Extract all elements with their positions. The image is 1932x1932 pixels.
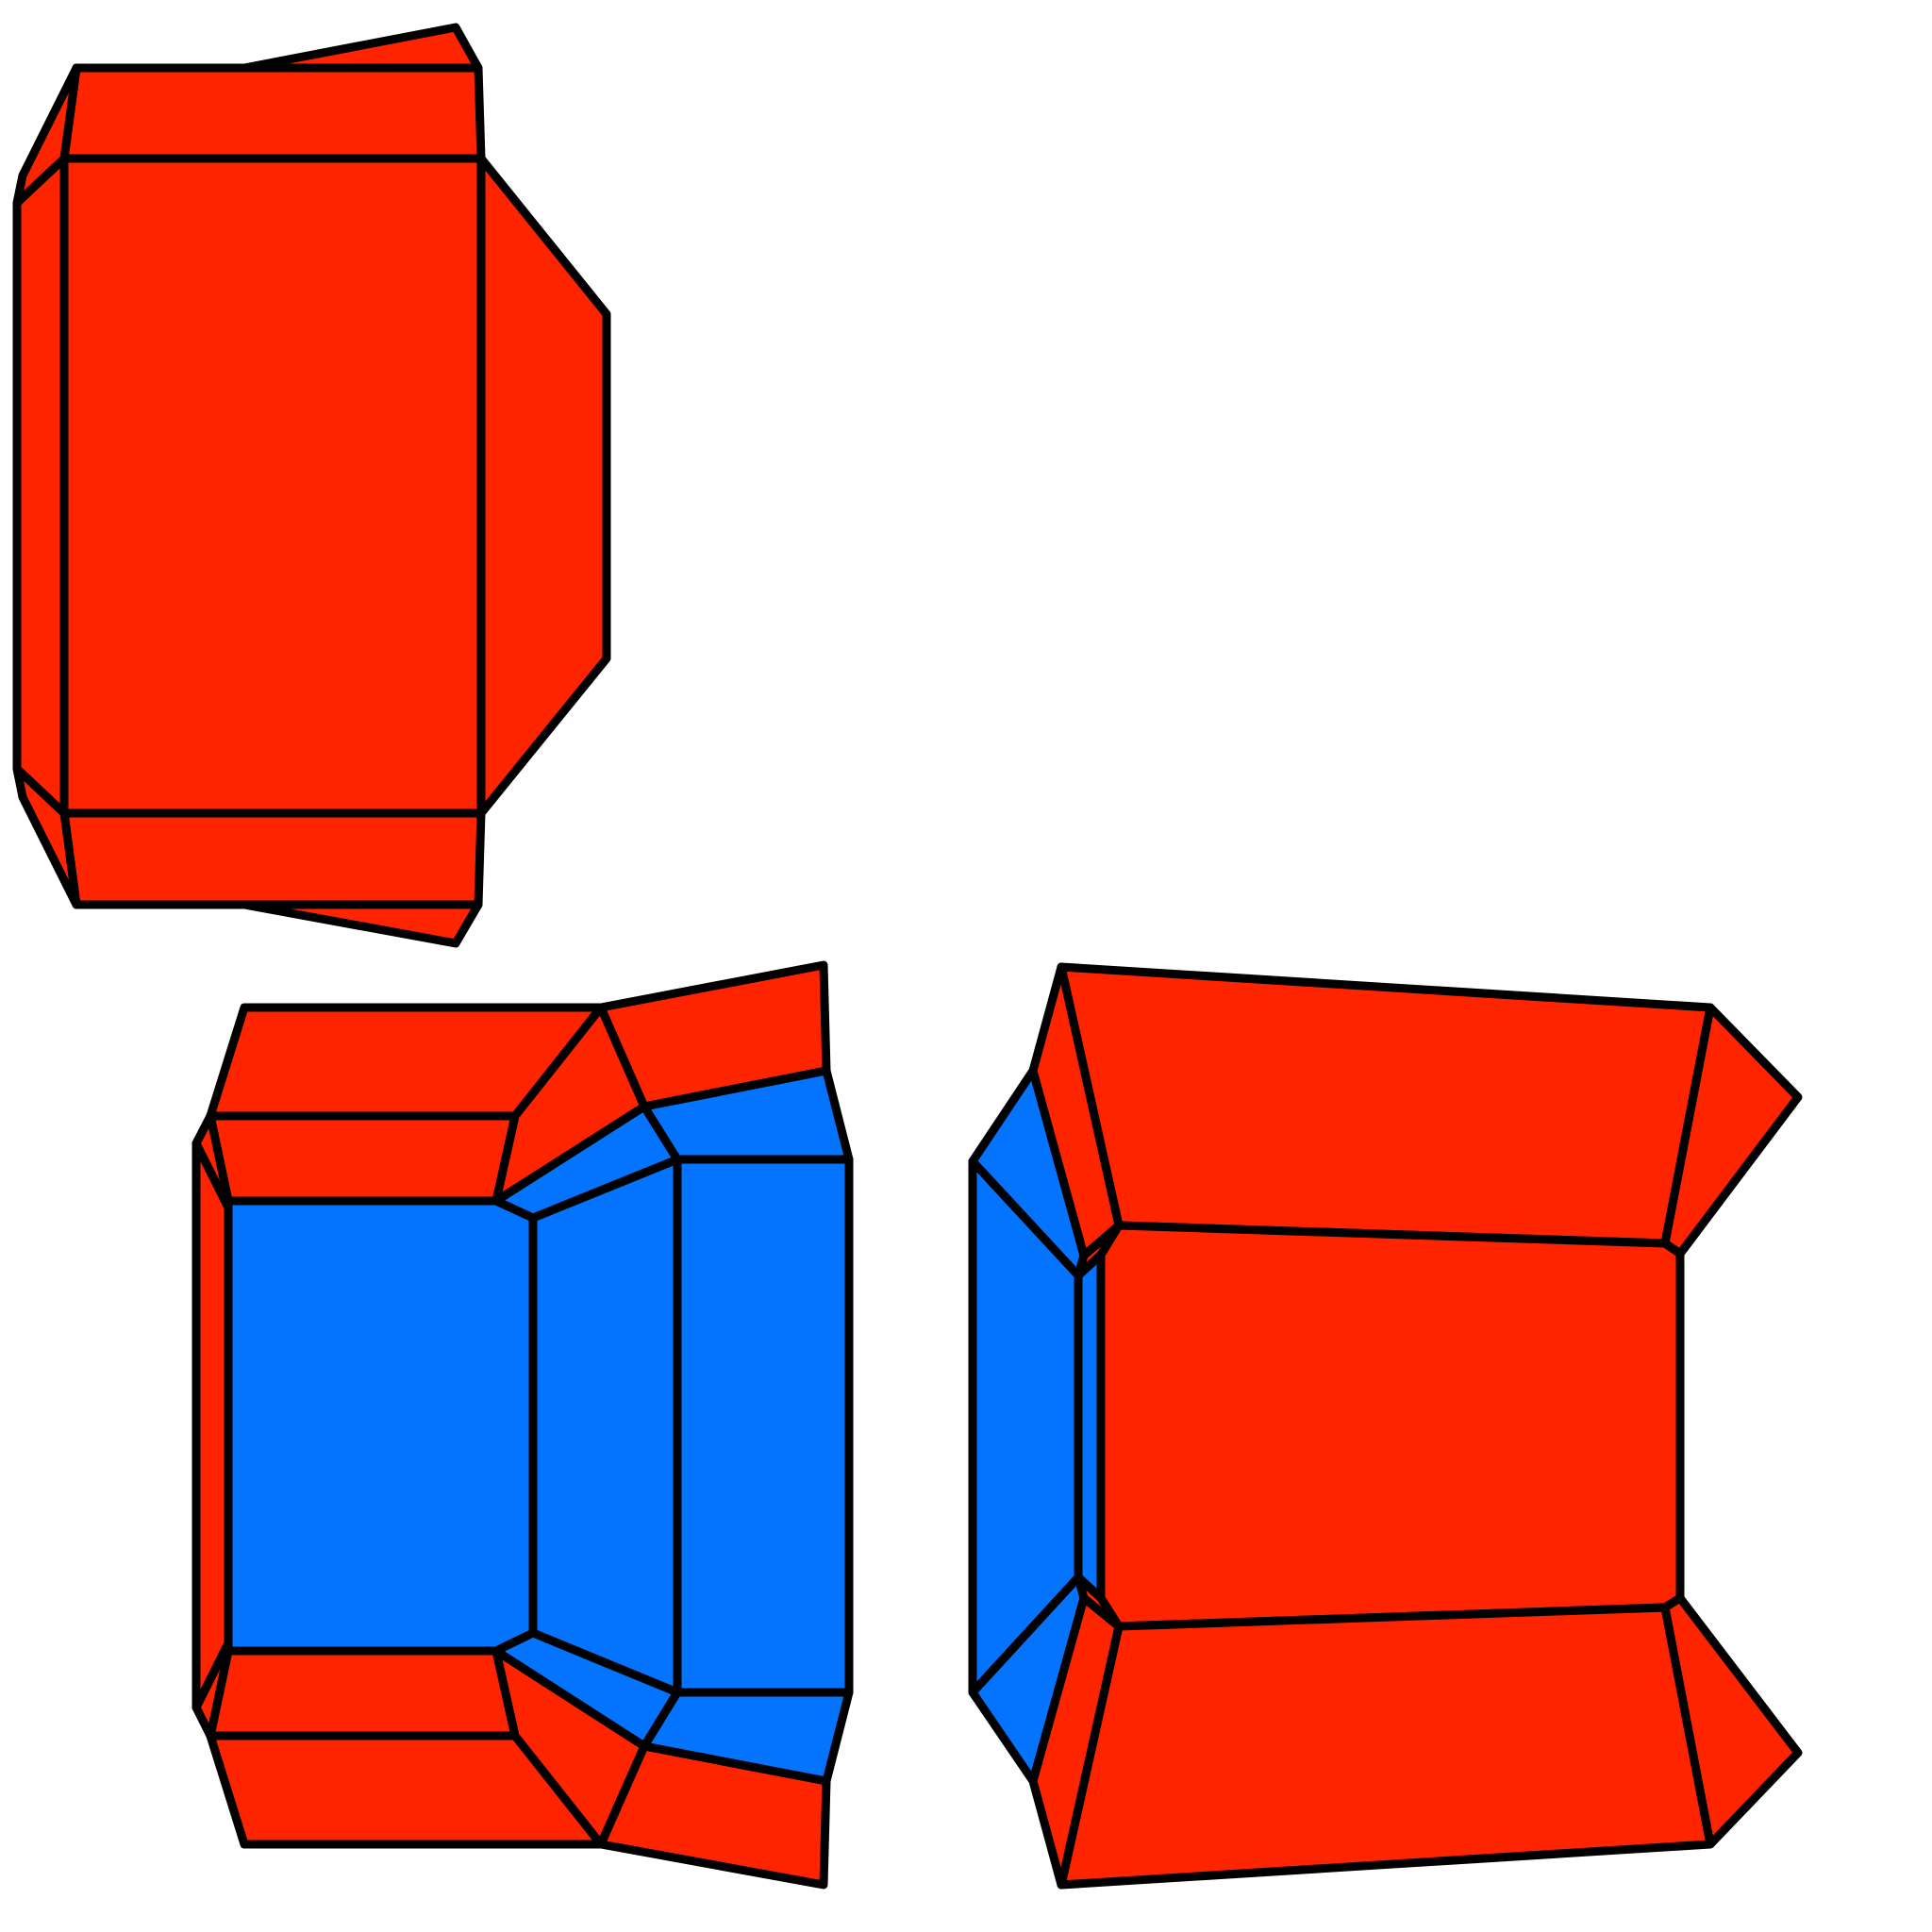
bottom-left-lower-blue-tab xyxy=(640,1688,854,1786)
bottom-right-lower-joint xyxy=(1074,1573,1124,1631)
bottom-right-upper-joint xyxy=(1074,1221,1124,1280)
top-left-top-tab xyxy=(240,23,483,73)
bottom-left-view xyxy=(192,960,854,1890)
top-left-bottom-tab xyxy=(240,900,483,948)
bottom-right-view xyxy=(968,962,1803,1890)
bottom-left-right-blue-face xyxy=(673,1155,854,1697)
top-left-bottom-face xyxy=(59,808,486,909)
bottom-right-bottom-face xyxy=(1057,1603,1715,1890)
bottom-right-top-face xyxy=(1057,962,1715,1248)
bottom-left-middle-blue-face xyxy=(528,1155,682,1697)
bottom-left-main-blue-face xyxy=(224,1196,538,1656)
top-left-lower-left-corner xyxy=(12,764,81,909)
bottom-left-upper-blue-tab xyxy=(640,1066,854,1164)
top-left-view xyxy=(12,23,611,948)
top-left-top-face xyxy=(59,63,486,163)
bottom-left-bottom-inner-face xyxy=(206,1646,520,1740)
bottom-right-main-face xyxy=(1096,1221,1685,1631)
bottom-left-top-inner-face xyxy=(206,1111,520,1206)
top-left-main-face xyxy=(59,154,486,818)
top-left-upper-left-corner xyxy=(12,63,81,208)
top-left-right-face xyxy=(476,154,611,818)
top-left-left-face xyxy=(12,154,69,818)
bottom-right-lower-right-face xyxy=(1660,1593,1803,1849)
bottom-left-left-face xyxy=(192,1139,233,1712)
